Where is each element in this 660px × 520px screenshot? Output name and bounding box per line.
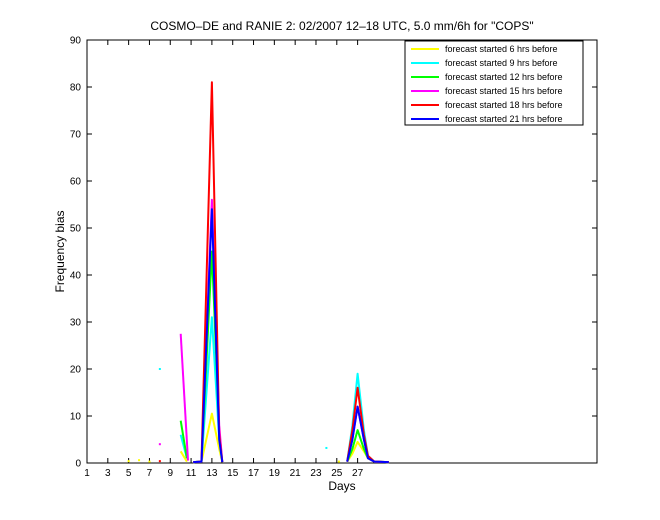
x-tick-label: 1: [84, 468, 90, 479]
series-point: [138, 459, 141, 462]
series-line: [179, 333, 189, 461]
y-tick-label: 70: [70, 130, 82, 141]
y-tick-label: 50: [70, 224, 82, 235]
legend-box: [404, 40, 584, 126]
series-point: [158, 368, 161, 370]
series-point: [337, 460, 340, 463]
legend-label: forecast started 9 hrs before: [445, 58, 558, 68]
series-3: [179, 250, 389, 464]
y-tick-label: 20: [70, 365, 82, 376]
legend-label: forecast started 6 hrs before: [445, 44, 558, 54]
x-tick-label: 11: [186, 468, 197, 479]
x-tick-label: 23: [310, 468, 322, 479]
legend-label: forecast started 21 hrs before: [445, 114, 563, 124]
x-tick-label: 25: [331, 468, 343, 479]
x-tick-label: 5: [126, 468, 132, 479]
series-line: [193, 208, 224, 464]
y-tick-label: 80: [70, 83, 82, 94]
x-tick-label: 15: [227, 468, 239, 479]
legend-label: forecast started 15 hrs before: [445, 86, 563, 96]
series-line: [346, 405, 389, 464]
x-tick-label: 27: [352, 468, 364, 479]
series-point: [158, 443, 161, 446]
y-tick-label: 40: [70, 271, 82, 282]
y-tick-label: 10: [70, 412, 82, 423]
series-point: [325, 446, 328, 449]
x-tick-label: 21: [290, 468, 302, 479]
chart-title: COSMO–DE and RANIE 2: 02/2007 12–18 UTC,…: [150, 19, 533, 33]
series-6: [193, 208, 389, 464]
x-tick-label: 7: [147, 468, 153, 479]
x-tick-label: 19: [269, 468, 281, 479]
y-tick-label: 60: [70, 177, 82, 188]
y-tick-label: 30: [70, 318, 82, 329]
y-tick-label: 90: [70, 36, 82, 47]
series-point: [148, 460, 151, 463]
x-tick-label: 17: [248, 468, 260, 479]
series-line: [179, 420, 188, 459]
series-line: [179, 450, 188, 463]
y-axis-title: Frequency bias: [53, 210, 67, 292]
legend: forecast started 6 hrs before forecast st…: [404, 40, 584, 126]
series-point: [127, 460, 130, 463]
x-axis-title: Days: [328, 479, 355, 493]
y-tick-label: 0: [75, 459, 81, 470]
x-tick-label: 13: [206, 468, 218, 479]
legend-label: forecast started 12 hrs before: [445, 72, 563, 82]
x-tick-label: 9: [167, 468, 173, 479]
series-point: [158, 460, 161, 463]
axes-box: [86, 39, 598, 464]
x-tick-label: 3: [105, 468, 111, 479]
legend-label: forecast started 18 hrs before: [445, 100, 563, 110]
